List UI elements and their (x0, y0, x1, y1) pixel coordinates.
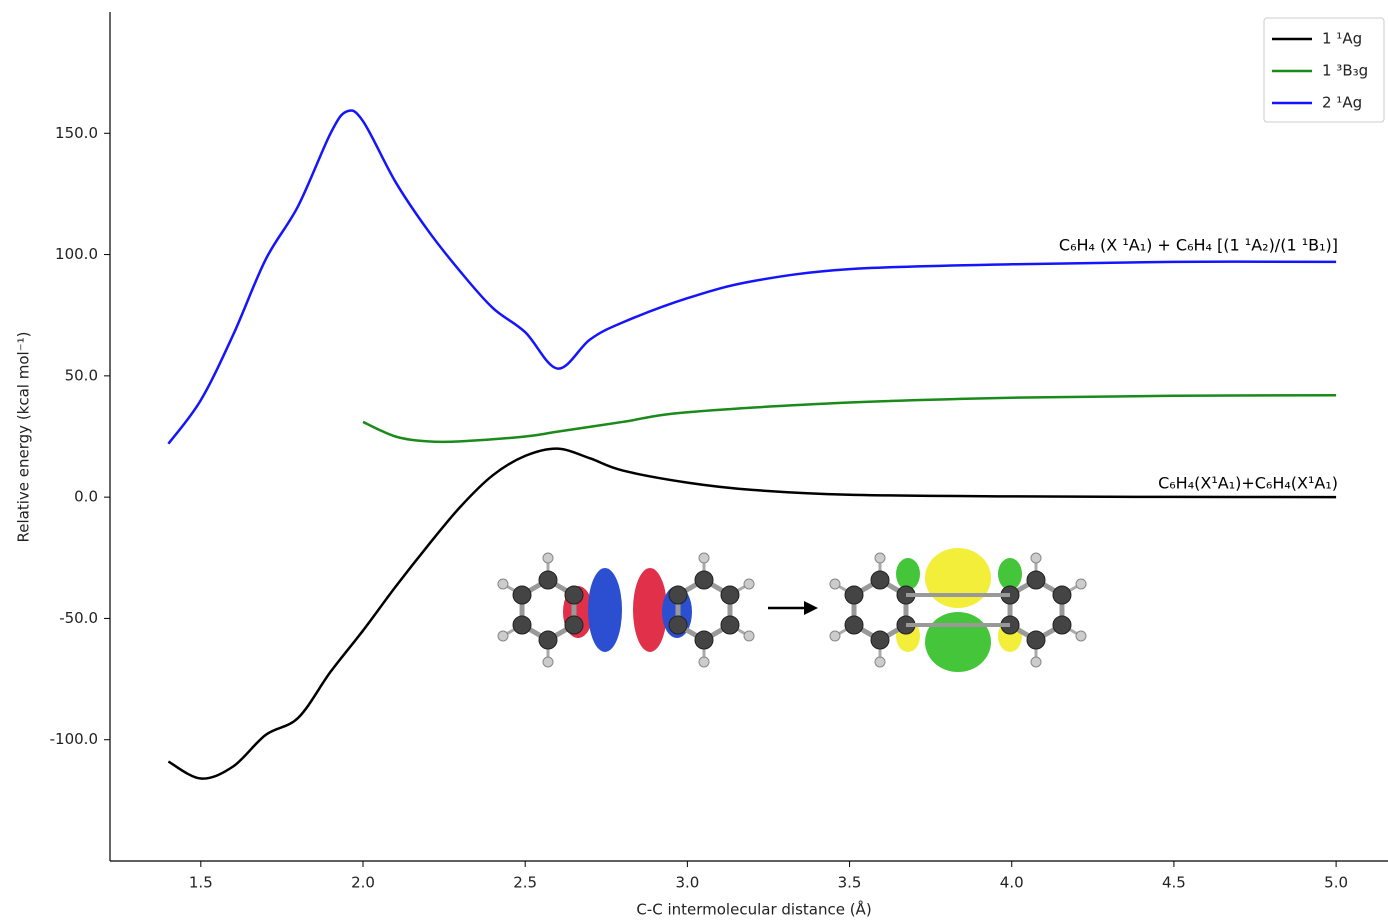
carbon (669, 616, 687, 634)
carbon (513, 616, 531, 634)
orbital-lobe (998, 558, 1022, 590)
hydrogen (543, 657, 553, 667)
carbon (1027, 571, 1045, 589)
chart: -100.0 -50.0 0.0 50.0 100.0 150.0 1.5 2.0 2.5 3.0… (0, 0, 1388, 921)
annotation: C₆H₄(X¹A₁)+C₆H₄(X¹A₁) (1158, 474, 1338, 493)
hydrogen (744, 631, 754, 641)
carbon (871, 571, 889, 589)
x-tick-label: 5.0 (1324, 874, 1348, 892)
y-tick-label: -100.0 (50, 730, 98, 748)
line (168, 110, 1336, 443)
hydrogen (744, 579, 754, 589)
hydrogen (1031, 657, 1041, 667)
x-tick-label: 4.5 (1162, 874, 1186, 892)
hydrogen (498, 631, 508, 641)
y-tick-label: 100.0 (55, 245, 98, 263)
carbon (695, 631, 713, 649)
carbon (1027, 631, 1045, 649)
x-tick-label: 2.5 (513, 874, 537, 892)
carbon (695, 571, 713, 589)
carbon (871, 631, 889, 649)
orbital-lobe (896, 558, 920, 590)
x-tick-label: 2.0 (351, 874, 375, 892)
y-tick-label: 50.0 (65, 366, 98, 384)
hydrogen (543, 553, 553, 563)
hydrogen (699, 553, 709, 563)
hydrogen (830, 631, 840, 641)
hydrogen (875, 553, 885, 563)
legend-label: 1 ¹Ag (1322, 30, 1362, 48)
y-tick-label: 150.0 (55, 124, 98, 142)
orbital-lobe (588, 568, 622, 652)
x-tick-label: 3.5 (838, 874, 862, 892)
orbital-lobe (925, 548, 991, 608)
orbital-lobe (633, 568, 667, 652)
y-tick-label: 0.0 (74, 488, 98, 506)
legend-label: 2 ¹Ag (1322, 94, 1362, 112)
carbon (669, 586, 687, 604)
carbon (565, 616, 583, 634)
carbon (513, 586, 531, 604)
legend-label: 1 ³B₃g (1322, 62, 1368, 80)
line (363, 395, 1336, 442)
x-tick-label: 3.0 (675, 874, 699, 892)
carbon (1053, 616, 1071, 634)
hydrogen (1076, 631, 1086, 641)
carbon (845, 586, 863, 604)
arrow-head (804, 601, 818, 615)
carbon (539, 571, 557, 589)
carbon (845, 616, 863, 634)
hydrogen (498, 579, 508, 589)
carbon (539, 631, 557, 649)
molecule-illustrations (498, 548, 1086, 672)
carbon (565, 586, 583, 604)
hydrogen (1031, 553, 1041, 563)
carbon (1053, 586, 1071, 604)
hydrogen (875, 657, 885, 667)
x-tick-label: 4.0 (1000, 874, 1024, 892)
hydrogen (830, 579, 840, 589)
y-axis-label: Relative energy (kcal mol⁻¹) (15, 332, 33, 543)
carbon (721, 586, 739, 604)
carbon (721, 616, 739, 634)
x-tick-label: 1.5 (189, 874, 213, 892)
hydrogen (699, 657, 709, 667)
annotation: C₆H₄ (X ¹A₁) + C₆H₄ [(1 ¹A₂)/(1 ¹B₁)] (1059, 236, 1338, 255)
line (168, 449, 1336, 779)
x-axis-label: C-C intermolecular distance (Å) (636, 900, 871, 919)
hydrogen (1076, 579, 1086, 589)
orbital-lobe (925, 612, 991, 672)
y-tick-label: -50.0 (59, 609, 98, 627)
